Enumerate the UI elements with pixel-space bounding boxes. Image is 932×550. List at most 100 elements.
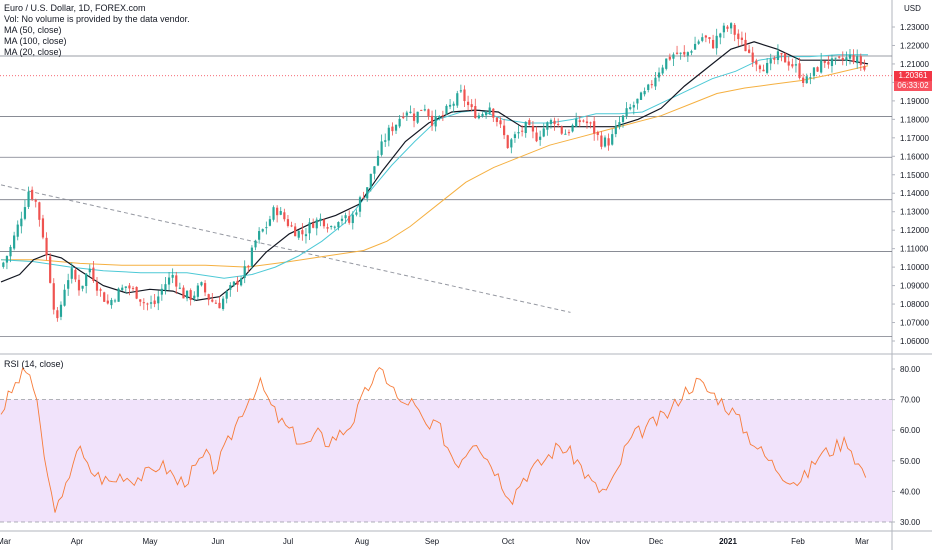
candle-down [474,106,477,119]
candle-down [852,55,855,63]
candle-down [441,115,444,117]
candle-up [452,103,455,106]
price-tick-label: 1.16000 [900,152,929,161]
candle-down [283,212,286,220]
candle-down [189,290,192,300]
candle-down [838,56,841,58]
candle-down [106,300,109,304]
candle-up [629,107,632,110]
candle-up [164,284,167,291]
candle-down [787,61,790,66]
candle-up [250,247,254,267]
candle-down [499,120,502,125]
candle-up [729,23,733,29]
candle-down [92,267,95,281]
candle-up [398,118,401,127]
candle-up [23,207,27,219]
candle-up [438,116,441,119]
candle-down [207,294,210,300]
candle-down [585,121,589,124]
ma100-legend[interactable]: MA (100, close) [4,36,67,46]
candle-down [740,37,744,40]
candle-down [301,230,304,235]
candle-down [816,67,819,72]
price-tick-label: 1.15000 [900,171,929,180]
candle-down [276,207,279,216]
candle-down [578,120,581,123]
candle-down [600,135,603,147]
candle-up [456,93,459,106]
rsi-legend[interactable]: RSI (14, close) [4,359,64,369]
candle-up [445,105,448,114]
candle-down [49,256,52,283]
candle-down [427,109,430,117]
dashed-trendline [0,184,571,313]
candle-down [326,227,329,229]
price-tick-label: 1.11000 [900,245,929,254]
candle-down [589,122,592,124]
candle-down [668,56,671,60]
candle-down [38,202,41,220]
time-tick-label: Jul [283,537,293,546]
candle-up [394,124,398,131]
currency-label[interactable]: USD [904,4,921,13]
candle-down [708,37,711,40]
rsi-tick-label: 40.00 [900,487,921,496]
candle-down [412,113,416,121]
candle-up [27,191,30,207]
candle-up [232,281,236,286]
ma20-line [1,65,869,268]
price-tick-label: 1.19000 [900,97,929,106]
time-tick-label: 2021 [719,537,737,546]
candle-down [784,53,787,63]
candle-up [621,115,625,123]
candle-down [593,121,596,134]
candle-down [236,280,239,285]
candle-up [665,58,668,69]
candle-up [575,118,578,127]
candle-down [139,299,142,302]
candle-down [704,35,707,38]
price-tick-label: 1.08000 [900,300,929,309]
rsi-tick-label: 70.00 [900,396,921,405]
candle-down [218,302,221,309]
candles [2,22,866,322]
candle-up [344,215,347,219]
candle-up [67,280,70,289]
candle-up [297,230,300,238]
rsi-line-layer [0,366,867,513]
candle-down [755,60,758,65]
candle-up [81,285,84,289]
ma20-legend[interactable]: MA (20, close) [4,47,62,57]
candle-up [639,92,643,100]
candle-up [647,84,650,91]
candle-up [632,105,635,108]
candle-up [542,128,545,137]
candle-up [405,112,408,116]
candle-down [827,61,830,65]
candle-down [535,132,538,142]
candle-up [13,235,16,249]
time-tick-label: Dec [649,537,663,546]
price-tick-label: 1.07000 [900,319,929,328]
candle-up [517,132,520,134]
candle-up [614,126,617,135]
candle-up [243,266,246,278]
candle-down [841,57,844,60]
candle-up [225,291,228,299]
candle-down [290,225,293,227]
horizontal-levels [0,55,892,337]
candle-down [683,51,686,55]
candle-down [823,60,826,63]
candle-up [85,273,88,286]
candle-down [142,302,145,304]
candle-up [776,51,780,61]
candle-down [362,197,365,199]
volume-note: Vol: No volume is provided by the data v… [4,14,190,24]
candle-up [856,56,859,64]
ma50-legend[interactable]: MA (50, close) [4,25,62,35]
candle-up [279,211,282,215]
candle-down [737,33,740,40]
candle-up [459,90,462,92]
